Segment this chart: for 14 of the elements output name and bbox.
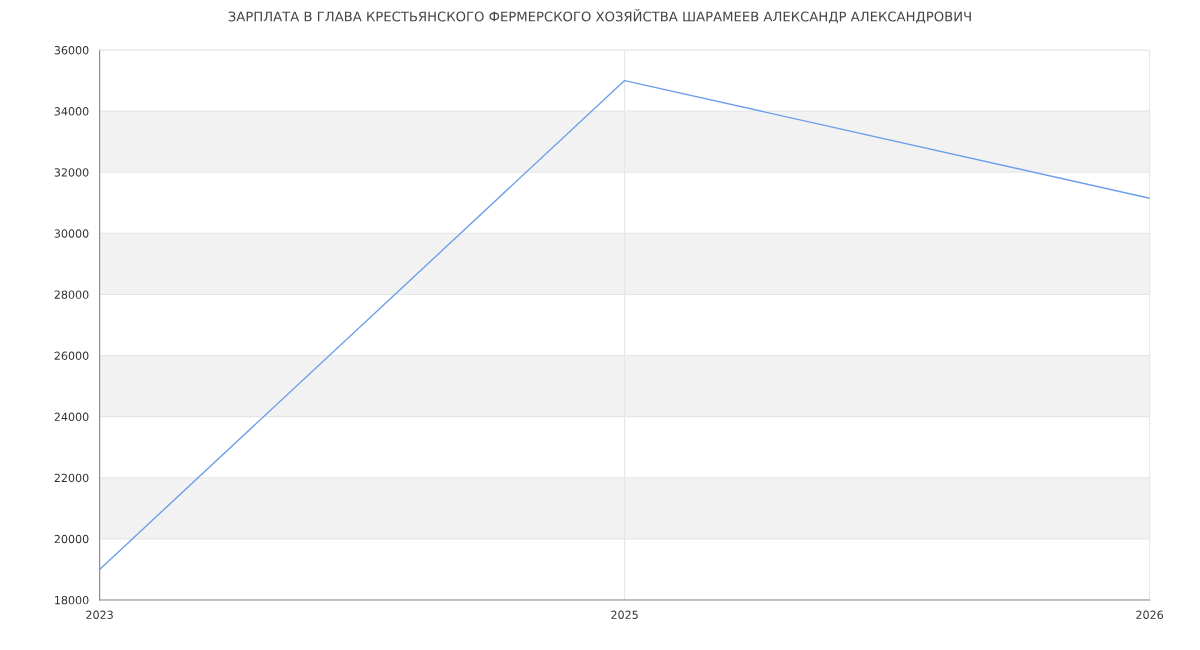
y-tick-label: 18000 bbox=[55, 595, 89, 605]
y-tick-label: 20000 bbox=[54, 534, 89, 544]
x-tick-label: 2025 bbox=[611, 610, 638, 619]
y-tick-label: 26000 bbox=[54, 351, 89, 360]
y-tick-label: 28000 bbox=[54, 290, 89, 299]
x-tick-label: 2026 bbox=[1136, 610, 1164, 619]
x-tick-label: 2023 bbox=[86, 610, 113, 619]
y-tick-label: 30000 bbox=[54, 229, 89, 238]
y-tick-label: 36000 bbox=[54, 46, 89, 55]
y-tick-label: 24000 bbox=[54, 412, 89, 422]
chart-title: ЗАРПЛАТА В ГЛАВА КРЕСТЬЯНСКОГО ФЕРМЕРСКОГО ХОЗЯЙСТВА ШАРАМЕЕВ АЛЕКСАНДР АЛЕКСАНДРОВИЧ bbox=[228, 9, 971, 24]
y-tick-label: 34000 bbox=[54, 107, 89, 116]
y-tick-label: 32000 bbox=[54, 168, 89, 177]
y-tick-label: 22000 bbox=[54, 473, 89, 483]
